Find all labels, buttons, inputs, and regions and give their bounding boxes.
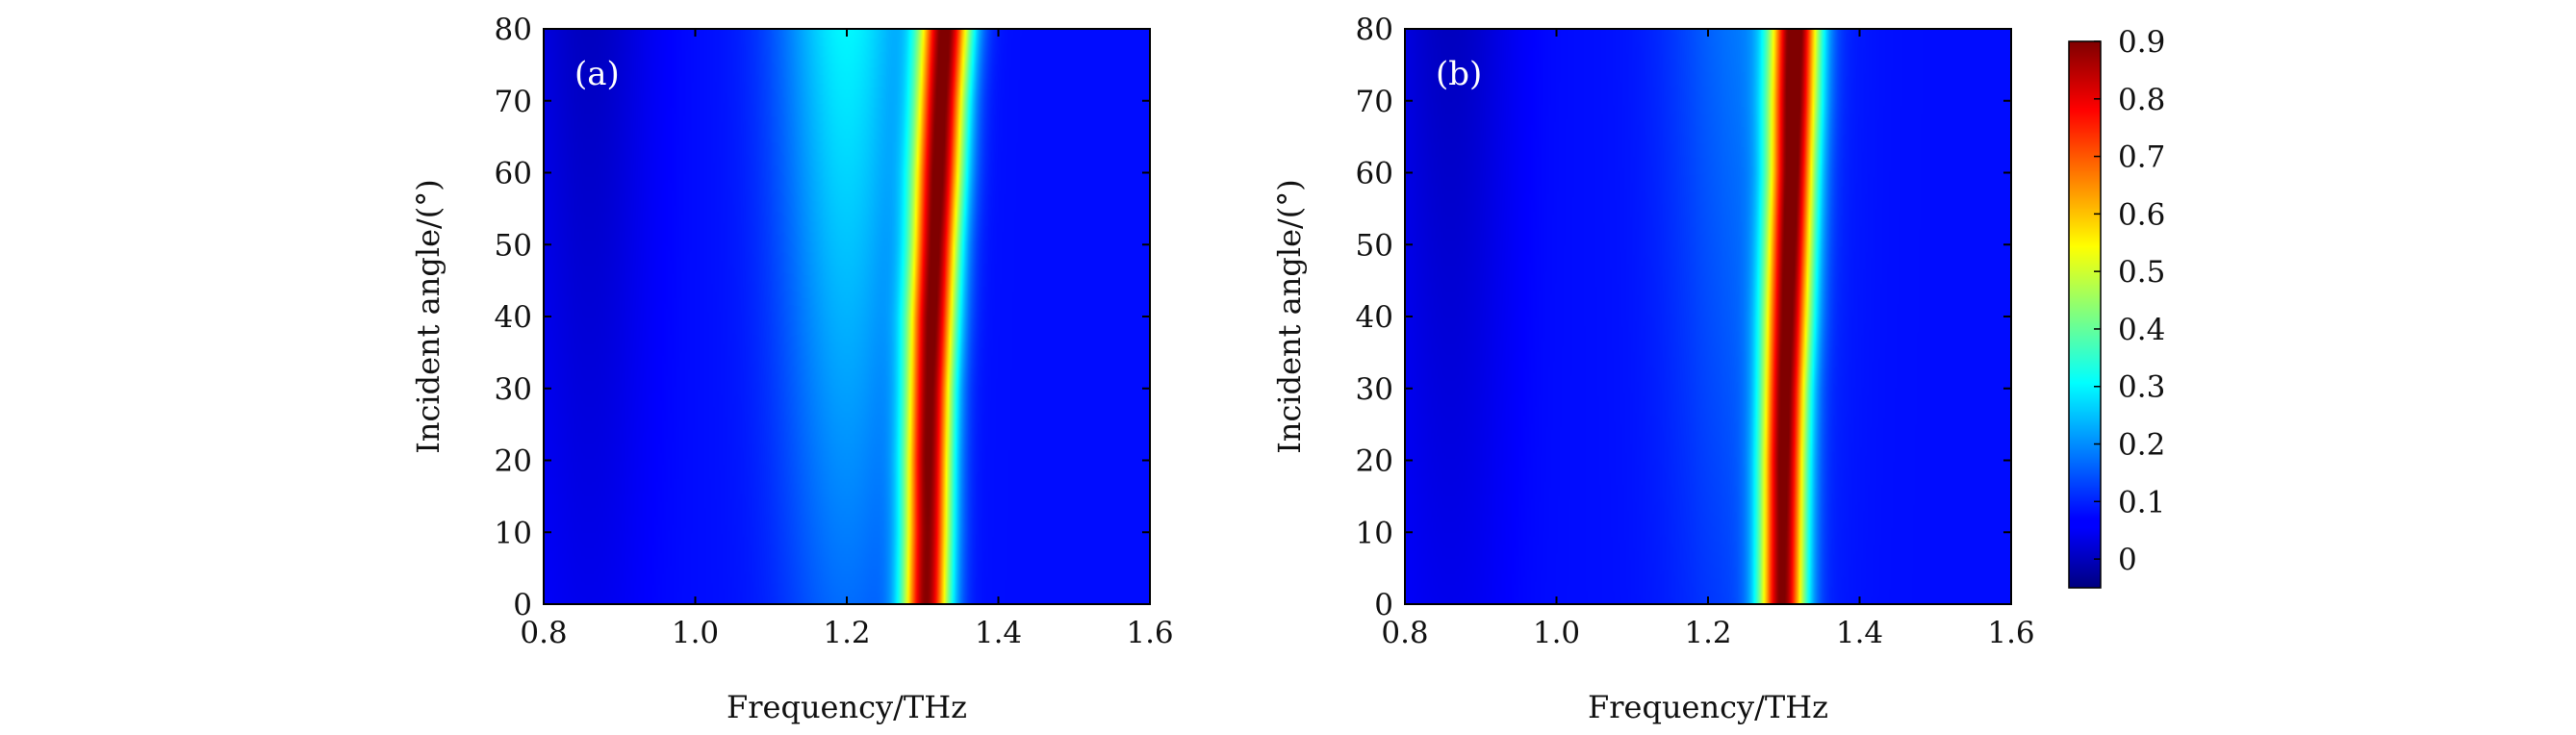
colorbar-tick-label: 0.9 [2118,25,2165,60]
x-axis-b: 0.8 1.0 1.2 1.4 1.6 [1381,29,2035,650]
x-axis-label-b: Frequency/THz [1588,689,1828,725]
x-tick-label: 1.2 [823,616,870,650]
panel-label-b: (b) [1436,55,1482,93]
y-axis-label-a: Incident angle/(°) [410,179,446,454]
y-tick-label: 0 [1374,588,1393,622]
colorbar: 0 0.1 0.2 0.3 0.4 0.5 0.6 0.7 0.8 0.9 [2068,25,2165,589]
y-axis-b: 0 10 20 30 40 50 60 70 80 [1356,13,2011,622]
y-tick-label: 10 [1356,516,1393,550]
colorbar-tick-label: 0.2 [2118,428,2165,463]
x-tick-label: 1.4 [1836,616,1883,650]
colorbar-gradient [2068,40,2102,589]
y-tick-label: 0 [513,588,532,622]
y-tick-label: 60 [1356,157,1393,191]
colorbar-tick-label: 0.5 [2118,255,2165,290]
colorbar-tick-label: 0.1 [2118,485,2165,520]
y-tick-label: 10 [495,516,532,550]
y-tick-label: 50 [495,228,532,263]
y-tick-label: 80 [1356,13,1393,47]
colorbar-tick-label: 0.3 [2118,370,2165,405]
panel-a: (a) 0.8 1.0 1.2 1.4 1.6 0 10 20 30 40 50 60 70 80 Fr… [410,13,1174,725]
y-tick-label: 60 [495,157,532,191]
y-tick-label: 70 [495,85,532,119]
x-tick-label: 1.2 [1684,616,1731,650]
colorbar-ticks: 0 0.1 0.2 0.3 0.4 0.5 0.6 0.7 0.8 0.9 [2094,25,2165,577]
y-tick-label: 20 [495,444,532,479]
y-tick-label: 30 [495,372,532,407]
x-tick-label: 1.6 [1126,616,1173,650]
y-tick-label: 50 [1356,228,1393,263]
y-axis-a: 0 10 20 30 40 50 60 70 80 [495,13,1150,622]
heatmap-a [544,29,1150,604]
x-tick-label: 0.8 [1381,616,1428,650]
heatmap-b [1405,29,2011,604]
x-axis-a: 0.8 1.0 1.2 1.4 1.6 [520,29,1174,650]
x-tick-label: 1.6 [1987,616,2034,650]
panel-label-a: (a) [574,55,620,93]
y-tick-label: 40 [1356,300,1393,335]
x-tick-label: 0.8 [520,616,567,650]
colorbar-tick-label: 0.7 [2118,140,2165,175]
y-axis-label-b: Incident angle/(°) [1271,179,1308,454]
y-tick-label: 30 [1356,372,1393,407]
colorbar-tick-label: 0.4 [2118,313,2165,347]
y-tick-label: 20 [1356,444,1393,479]
x-tick-label: 1.0 [1533,616,1580,650]
colorbar-tick-label: 0.6 [2118,197,2165,232]
colorbar-tick-label: 0 [2118,543,2137,577]
x-tick-label: 1.0 [672,616,719,650]
y-tick-label: 40 [495,300,532,335]
x-tick-label: 1.4 [975,616,1022,650]
y-tick-label: 70 [1356,85,1393,119]
y-tick-label: 80 [495,13,532,47]
panel-b: (b) 0.8 1.0 1.2 1.4 1.6 0 10 20 30 40 50 60 70 80 Fr… [1271,13,2035,725]
x-axis-label-a: Frequency/THz [727,689,967,725]
colorbar-tick-label: 0.8 [2118,83,2165,117]
